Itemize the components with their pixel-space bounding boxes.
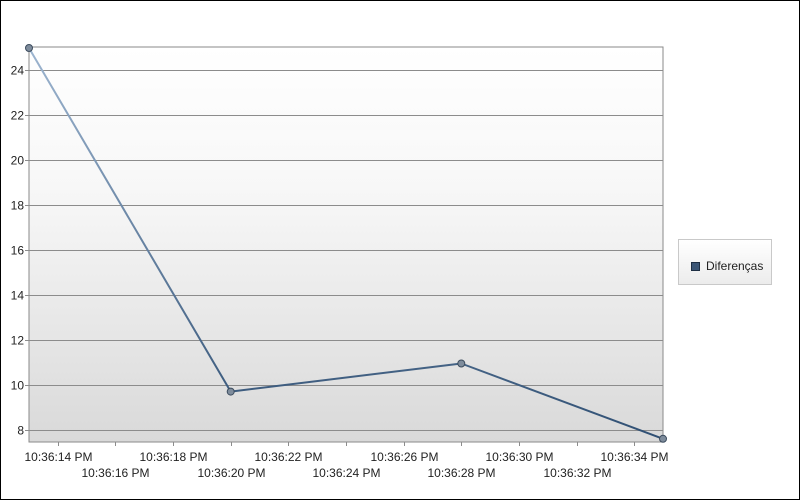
y-tick-label: 20	[11, 154, 25, 168]
x-tick-label: 10:36:22 PM	[254, 450, 322, 464]
plot-area	[28, 46, 664, 443]
x-tick-label: 10:36:20 PM	[197, 466, 265, 480]
x-tick-label: 10:36:14 PM	[24, 450, 92, 464]
y-tick-label: 10	[11, 379, 25, 393]
gridlines	[29, 70, 663, 431]
y-tick-label: 22	[11, 109, 25, 123]
x-tick-label: 10:36:26 PM	[370, 450, 438, 464]
x-tick-label: 10:36:18 PM	[139, 450, 207, 464]
legend: Diferenças	[678, 239, 772, 285]
y-tick-label: 14	[11, 289, 25, 303]
x-tick-label: 10:36:34 PM	[600, 450, 668, 464]
legend-swatch	[691, 262, 700, 271]
y-tick-label: 24	[11, 64, 25, 78]
x-tick-label: 10:36:30 PM	[485, 450, 553, 464]
y-tick-label: 12	[11, 334, 25, 348]
x-axis: 10:36:14 PM 10:36:16 PM 10:36:18 PM 10:36:2…	[24, 442, 669, 480]
data-point	[25, 44, 33, 52]
data-point	[659, 434, 667, 443]
x-tick-label: 10:36:16 PM	[81, 466, 149, 480]
x-tick-label: 10:36:24 PM	[312, 466, 380, 480]
data-point	[226, 387, 235, 396]
data-point	[457, 359, 466, 368]
x-tick-label: 10:36:28 PM	[427, 466, 495, 480]
y-tick-label: 8	[17, 424, 24, 438]
y-axis: 8 10 12 14 16 18 20 22 24	[11, 64, 29, 438]
x-tick-label: 10:36:32 PM	[543, 466, 611, 480]
series-layer	[25, 44, 667, 443]
legend-label: Diferenças	[706, 259, 764, 273]
series-line	[28, 47, 664, 440]
y-tick-label: 18	[11, 199, 25, 213]
y-tick-label: 16	[11, 244, 25, 258]
